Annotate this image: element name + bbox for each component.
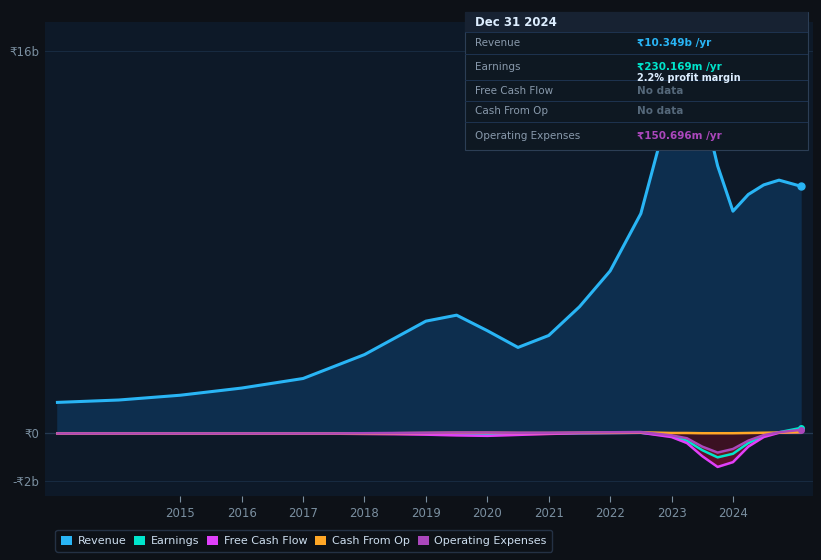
Text: Operating Expenses: Operating Expenses	[475, 130, 580, 141]
Text: Revenue: Revenue	[475, 38, 521, 48]
Text: ₹230.169m /yr: ₹230.169m /yr	[636, 62, 722, 72]
Text: ₹10.349b /yr: ₹10.349b /yr	[636, 38, 711, 48]
Text: No data: No data	[636, 86, 683, 96]
Text: No data: No data	[636, 106, 683, 116]
Text: ₹150.696m /yr: ₹150.696m /yr	[636, 130, 722, 141]
Legend: Revenue, Earnings, Free Cash Flow, Cash From Op, Operating Expenses: Revenue, Earnings, Free Cash Flow, Cash …	[56, 530, 552, 552]
FancyBboxPatch shape	[465, 12, 808, 32]
Text: 2.2% profit margin: 2.2% profit margin	[636, 73, 740, 83]
Text: Earnings: Earnings	[475, 62, 521, 72]
Text: Dec 31 2024: Dec 31 2024	[475, 16, 557, 29]
FancyBboxPatch shape	[465, 12, 808, 150]
Text: Cash From Op: Cash From Op	[475, 106, 548, 116]
Text: Free Cash Flow: Free Cash Flow	[475, 86, 553, 96]
